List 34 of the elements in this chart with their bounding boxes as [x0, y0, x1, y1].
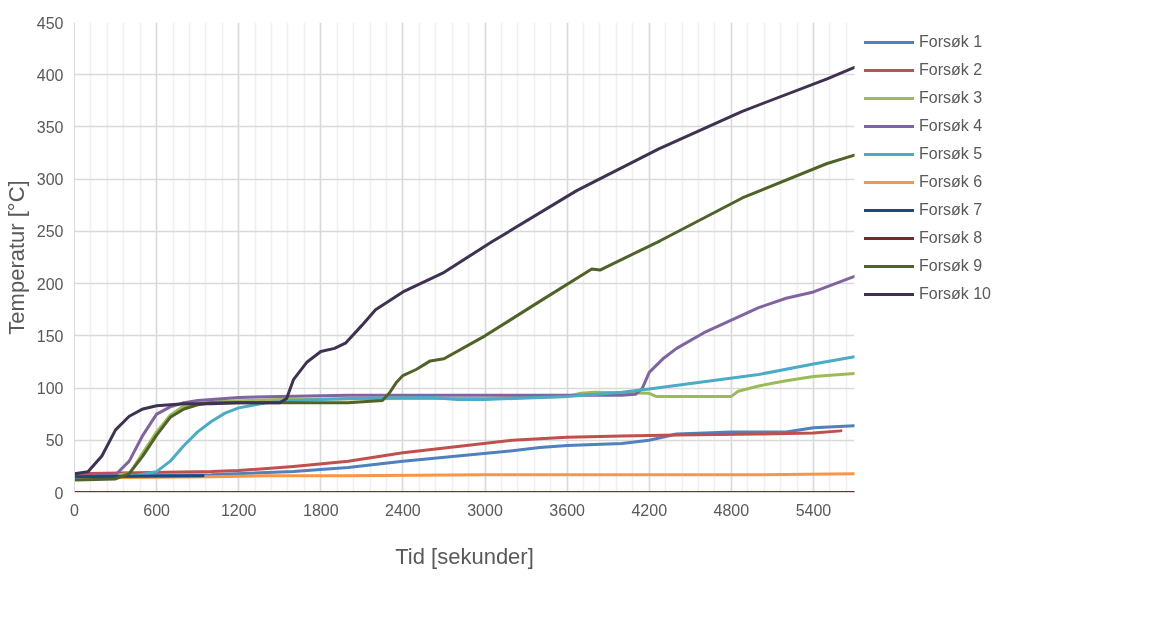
x-tick-label: 4200 — [631, 501, 668, 519]
legend-label: Forsøk 4 — [919, 117, 983, 135]
x-tick-label: 1200 — [220, 501, 257, 519]
line-series — [74, 153, 855, 482]
x-tick-label: 0 — [70, 501, 80, 519]
x-tick-label: 2400 — [385, 501, 421, 519]
legend-label: Forsøk 7 — [919, 201, 983, 219]
y-tick-label: 400 — [36, 66, 64, 84]
y-tick-label: 450 — [36, 14, 64, 32]
legend-label: Forsøk 2 — [919, 61, 983, 79]
legend-label: Forsøk 3 — [919, 89, 983, 107]
legend-label: Forsøk 8 — [919, 229, 983, 247]
x-axis-title: Tid [sekunder] — [395, 543, 534, 569]
x-tick-label: 600 — [143, 501, 171, 519]
legend-label: Forsøk 1 — [919, 33, 983, 51]
y-axis-title: Temperatur [°C] — [3, 180, 29, 335]
y-tick-label: 50 — [45, 432, 64, 450]
legend-label: Forsøk 6 — [919, 173, 983, 191]
x-tick-label: 5400 — [795, 501, 832, 519]
x-tick-label: 3600 — [549, 501, 586, 519]
legend-label: Forsøk 5 — [919, 145, 983, 163]
y-tick-label: 150 — [36, 327, 64, 345]
y-tick-label: 250 — [36, 223, 64, 241]
x-tick-label: 3000 — [467, 501, 503, 519]
x-tick-label: 4800 — [713, 501, 750, 519]
y-tick-label: 100 — [36, 380, 64, 398]
y-tick-label: 200 — [36, 275, 64, 293]
y-tick-label: 350 — [36, 118, 64, 136]
y-tick-label: 300 — [36, 171, 64, 189]
legend-label: Forsøk 10 — [919, 285, 992, 303]
y-tick-label: 0 — [54, 484, 64, 502]
line-series — [74, 65, 855, 476]
x-tick-label: 1800 — [303, 501, 339, 519]
legend-label: Forsøk 9 — [919, 257, 983, 275]
